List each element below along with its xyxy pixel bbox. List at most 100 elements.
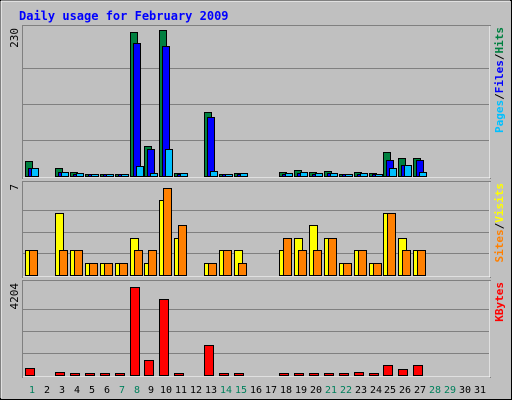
panel-visits-sites: 7 Sites/Visits	[8, 181, 506, 278]
x-tick-label: 1	[29, 385, 35, 396]
x-tick-label: 5	[89, 385, 95, 396]
series-label-part: Files	[493, 60, 506, 93]
x-tick-label: 13	[205, 385, 217, 396]
bar-pages	[315, 173, 323, 177]
bar-files	[207, 117, 215, 177]
bar-kbytes	[383, 365, 393, 376]
x-tick-label: 15	[235, 385, 247, 396]
bar-sites	[417, 250, 426, 276]
bar-kbytes	[279, 373, 289, 376]
bar-kbytes	[85, 373, 95, 376]
series-label-part: /	[493, 93, 506, 100]
x-tick-label: 25	[384, 385, 396, 396]
bar-sites	[283, 238, 292, 276]
chart-title: Daily usage for February 2009	[19, 9, 229, 23]
panel-background	[22, 25, 491, 179]
bar-pages	[180, 173, 188, 177]
bar-kbytes	[339, 373, 349, 376]
bar-sites	[74, 250, 83, 276]
series-kbytes	[25, 287, 423, 376]
series-label-part: Hits	[493, 27, 506, 54]
series-label: Pages/Files/Hits	[493, 27, 506, 133]
bar-sites	[298, 250, 307, 276]
series-label-part: Sites	[493, 229, 506, 262]
bar-kbytes	[234, 373, 244, 376]
panel-kbytes: 4204 KBytes	[8, 280, 506, 378]
bar-pages	[106, 174, 114, 177]
bar-sites	[238, 263, 247, 276]
bar-sites	[387, 213, 396, 276]
bar-pages	[389, 168, 397, 177]
bar-kbytes	[219, 373, 229, 376]
series-label-part: Visits	[493, 183, 506, 223]
x-tick-label: 24	[370, 385, 382, 396]
x-tick-label: 30	[459, 385, 471, 396]
bar-pages	[300, 172, 308, 177]
series-label: Sites/Visits	[493, 183, 506, 263]
bar-kbytes	[55, 372, 65, 376]
bar-sites	[328, 238, 337, 276]
bar-sites	[343, 263, 352, 276]
bar-kbytes	[144, 360, 154, 376]
bar-pages	[404, 165, 412, 177]
bar-pages	[121, 174, 129, 177]
bar-sites	[178, 225, 187, 276]
bar-kbytes	[130, 287, 140, 376]
bar-sites	[104, 263, 113, 276]
bar-pages	[165, 149, 173, 177]
bar-kbytes	[309, 373, 319, 376]
bar-sites	[59, 250, 68, 276]
bar-kbytes	[100, 373, 110, 376]
x-tick-label: 27	[414, 385, 426, 396]
bar-kbytes	[174, 373, 184, 376]
x-tick-label: 9	[148, 385, 154, 396]
bar-kbytes	[369, 373, 379, 376]
x-tick-label: 10	[160, 385, 172, 396]
x-tick-label: 11	[175, 385, 187, 396]
bar-pages	[91, 174, 99, 177]
x-tick-label: 28	[429, 385, 441, 396]
x-tick-label: 4	[74, 385, 80, 396]
bar-pages	[225, 174, 233, 177]
bar-kbytes	[398, 369, 408, 376]
x-tick-label: 14	[220, 385, 232, 396]
x-tick-label: 23	[355, 385, 367, 396]
bar-sites	[29, 250, 38, 276]
panel-background	[22, 181, 491, 278]
series-pages	[31, 149, 427, 177]
x-tick-label: 3	[59, 385, 65, 396]
bar-sites	[208, 263, 217, 276]
x-tick-label: 6	[104, 385, 110, 396]
bar-pages	[360, 173, 368, 177]
bar-pages	[61, 172, 69, 177]
x-tick-label: 26	[399, 385, 411, 396]
bar-files	[133, 43, 141, 177]
bar-sites	[89, 263, 98, 276]
bar-pages	[240, 173, 248, 177]
series-label-part: /	[493, 53, 506, 60]
x-tick-label: 2	[44, 385, 50, 396]
series-sites	[29, 188, 426, 276]
x-tick-label: 7	[119, 385, 125, 396]
bar-pages	[150, 173, 158, 177]
bar-kbytes	[25, 368, 35, 376]
series-label-part: Pages	[493, 100, 506, 133]
bar-kbytes	[324, 373, 334, 376]
bar-sites	[163, 188, 172, 276]
bar-pages	[330, 173, 338, 177]
bar-kbytes	[115, 373, 125, 376]
bar-sites	[313, 250, 322, 276]
series-label: KBytes	[493, 282, 506, 322]
x-tick-label: 8	[134, 385, 140, 396]
x-tick-label: 19	[295, 385, 307, 396]
bar-pages	[285, 173, 293, 177]
bar-sites	[358, 250, 367, 276]
y-axis-max-label: 230	[8, 28, 21, 48]
x-tick-label: 29	[444, 385, 456, 396]
x-tick-label: 20	[310, 385, 322, 396]
bar-kbytes	[294, 373, 304, 376]
bar-kbytes	[354, 372, 364, 376]
x-tick-label: 21	[325, 385, 337, 396]
